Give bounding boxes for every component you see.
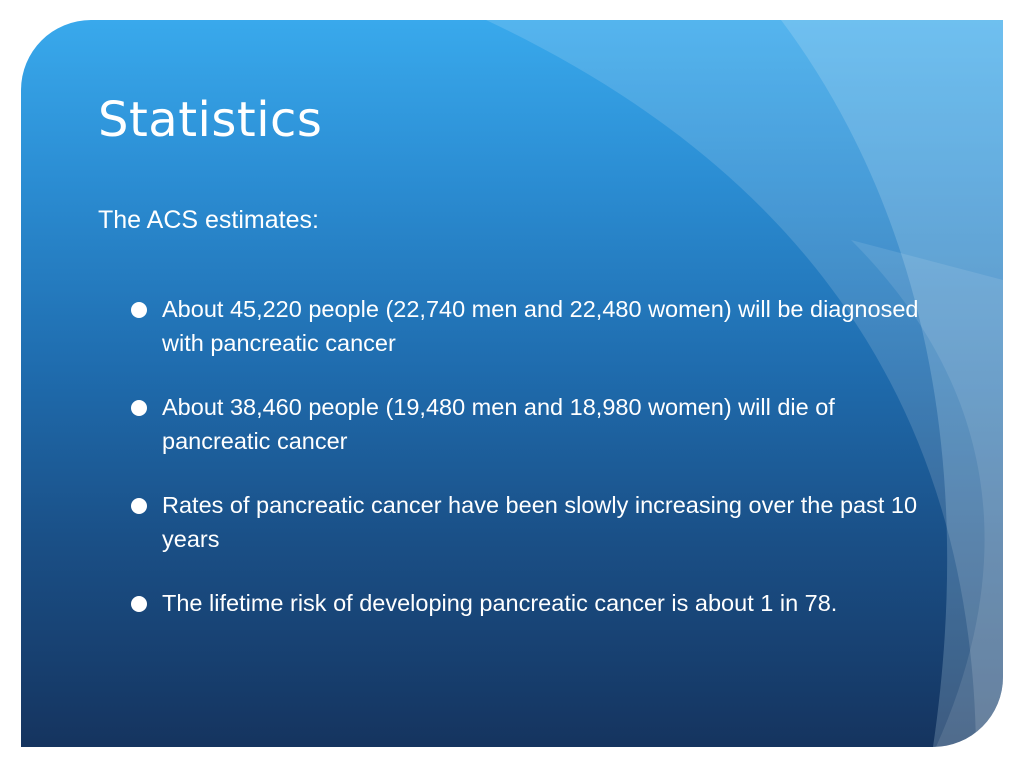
list-item: The lifetime risk of developing pancreat… [129, 586, 929, 620]
intro-text: The ACS estimates: [98, 206, 319, 234]
decorative-swoosh [486, 20, 1003, 747]
bullet-list: About 45,220 people (22,740 men and 22,4… [129, 292, 929, 650]
bullet-text: About 45,220 people (22,740 men and 22,4… [162, 296, 919, 356]
bullet-icon [131, 400, 147, 416]
bullet-text: The lifetime risk of developing pancreat… [162, 590, 838, 616]
list-item: About 45,220 people (22,740 men and 22,4… [129, 292, 929, 360]
slide-title: Statistics [98, 92, 323, 148]
slide: Statistics The ACS estimates: About 45,2… [21, 20, 1003, 747]
bullet-icon [131, 596, 147, 612]
bullet-icon [131, 498, 147, 514]
list-item: About 38,460 people (19,480 men and 18,9… [129, 390, 929, 458]
list-item: Rates of pancreatic cancer have been slo… [129, 488, 929, 556]
bullet-icon [131, 302, 147, 318]
bullet-text: Rates of pancreatic cancer have been slo… [162, 492, 918, 552]
bullet-text: About 38,460 people (19,480 men and 18,9… [162, 394, 835, 454]
